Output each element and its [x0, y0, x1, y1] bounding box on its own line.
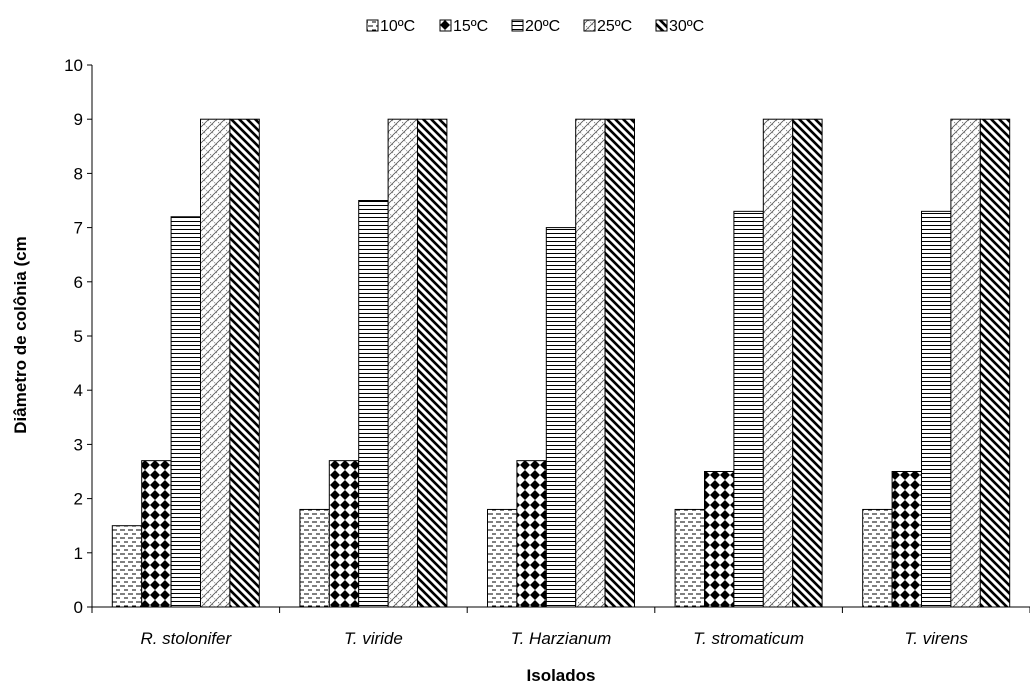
x-axis-title: Isolados [527, 666, 596, 683]
y-tick-label: 4 [74, 381, 83, 400]
legend-swatch [583, 19, 596, 32]
x-category-label: T. virens [904, 629, 968, 648]
x-axis: R. stolonifer T. viride T. Harzianum T. str… [91, 606, 1030, 648]
plot-area [111, 118, 1011, 608]
bar-20ºC-T. Harzianum [545, 227, 577, 608]
legend: 10ºC 15ºC 20ºC 25ºC 30ºC [366, 18, 704, 35]
legend-label: 30ºC [669, 18, 704, 35]
y-tick-label: 7 [74, 219, 83, 238]
legend-item: 30ºC [655, 18, 704, 35]
bar-15ºC-R. stolonifer [141, 460, 172, 608]
bar-10ºC-R. stolonifer [111, 525, 143, 608]
x-category-label: R. stolonifer [140, 629, 232, 648]
legend-swatch [655, 19, 668, 32]
bar-15ºC-T. virens [891, 471, 922, 608]
bar-30ºC-T. stromaticum [792, 118, 823, 608]
y-tick-label: 6 [74, 273, 83, 292]
legend-swatch [439, 19, 452, 32]
x-category-label: T. viride [344, 629, 403, 648]
legend-item: 15ºC [439, 18, 488, 35]
y-tick-label: 2 [74, 490, 83, 509]
legend-label: 25ºC [597, 18, 632, 35]
x-category-label: T. stromaticum [693, 629, 804, 648]
bar-15ºC-T. viride [328, 460, 360, 608]
y-tick-label: 1 [74, 544, 83, 563]
y-axis: 0 1 2 3 4 5 6 7 8 9 10 [64, 56, 93, 617]
y-tick-label: 5 [74, 327, 83, 346]
bar-25ºC-T. Harzianum [575, 118, 606, 608]
y-tick-label: 3 [74, 435, 83, 454]
legend-label: 15ºC [453, 18, 488, 35]
bar-25ºC-T. stromaticum [762, 118, 794, 608]
bar-25ºC-R. stolonifer [200, 118, 231, 608]
bar-20ºC-T. viride [358, 200, 389, 608]
bar-20ºC-R. stolonifer [170, 216, 202, 608]
legend-swatch [511, 19, 524, 32]
y-tick-label: 10 [64, 56, 83, 75]
y-tick-label: 9 [74, 110, 83, 129]
legend-label: 10ºC [380, 18, 415, 35]
y-tick-label: 0 [74, 598, 83, 617]
legend-item: 20ºC [511, 18, 560, 35]
bar-10ºC-T. Harzianum [487, 508, 518, 608]
bar-30ºC-T. Harzianum [604, 118, 635, 608]
bar-30ºC-T. virens [979, 118, 1011, 608]
bar-30ºC-T. viride [417, 118, 448, 608]
bar-15ºC-T. stromaticum [704, 471, 735, 608]
y-axis-title: Diâmetro de colônia (cm [11, 236, 30, 433]
bar-30ºC-R. stolonifer [229, 118, 260, 608]
legend-item: 25ºC [583, 18, 632, 35]
bar-25ºC-T. viride [387, 118, 419, 608]
bar-10ºC-T. virens [862, 508, 893, 608]
bar-25ºC-T. virens [950, 118, 981, 608]
legend-swatch [366, 19, 379, 32]
bar-15ºC-T. Harzianum [516, 460, 547, 608]
bar-20ºC-T. virens [921, 210, 952, 608]
x-category-label: T. Harzianum [511, 629, 611, 648]
bar-10ºC-T. viride [299, 508, 330, 608]
legend-item: 10ºC [366, 18, 415, 35]
y-tick-label: 8 [74, 164, 83, 183]
bar-20ºC-T. stromaticum [733, 210, 764, 608]
legend-label: 20ºC [525, 18, 560, 35]
bar-10ºC-T. stromaticum [674, 508, 705, 608]
